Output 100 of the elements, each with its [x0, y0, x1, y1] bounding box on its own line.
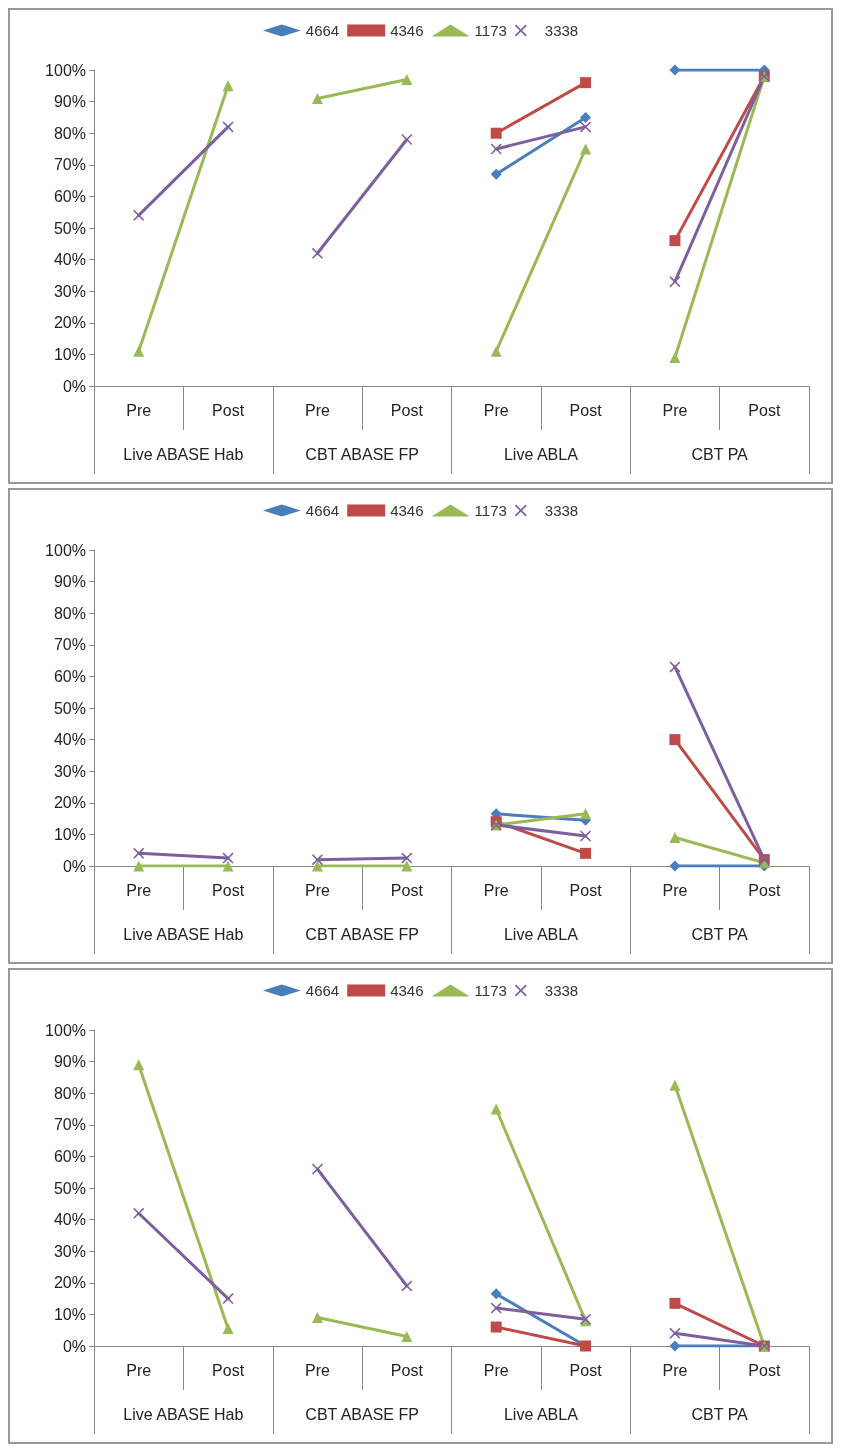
y-tick-label: 20% [53, 794, 86, 812]
x-tick-label: Post [212, 401, 245, 419]
x-tick-label: Pre [662, 401, 688, 419]
x-tick-label: Pre [483, 1361, 509, 1379]
y-tick-label: 40% [53, 731, 86, 749]
point [669, 276, 681, 288]
text: Live ABLA [503, 1405, 579, 1423]
y-tick-label: 0% [62, 377, 86, 395]
point [490, 1321, 502, 1333]
y-tick-label: 60% [53, 1147, 86, 1165]
legend-label: 4346 [390, 22, 424, 39]
text: CBT ABASE FP [305, 1405, 419, 1423]
y-tick-label: 10% [53, 825, 86, 843]
point [669, 235, 681, 247]
y-tick-label: 60% [53, 187, 86, 205]
x-tick-label: Pre [126, 1361, 152, 1379]
legend-label: 4664 [305, 502, 340, 519]
y-tick-label: 20% [53, 314, 86, 332]
y-tick-label: 50% [53, 219, 86, 237]
point [133, 1059, 145, 1071]
text: CBT PA [691, 1405, 749, 1423]
y-tick-label: 50% [53, 699, 86, 717]
x-tick-label: Post [748, 1361, 781, 1379]
y-tick-label: 30% [53, 282, 86, 300]
text: Live ABASE Hab [123, 1405, 244, 1423]
point [669, 1327, 681, 1339]
y-tick-label: 0% [62, 1337, 86, 1355]
x-tick-label: Post [212, 881, 245, 899]
point [669, 1340, 681, 1352]
text: Live ABLA [503, 925, 579, 943]
y-tick-label: 100% [45, 1021, 86, 1039]
point [222, 1323, 234, 1335]
y-tick-label: 10% [53, 1305, 86, 1323]
point [401, 860, 413, 872]
y-tick-label: 100% [45, 541, 86, 559]
x-tick-label: Pre [662, 881, 688, 899]
y-tick-label: 20% [53, 1274, 86, 1292]
text: Live ABASE Hab [123, 445, 244, 463]
x-tick-label: Post [390, 1361, 424, 1379]
x-tick-label: Pre [304, 1361, 330, 1379]
y-tick-label: 40% [53, 251, 86, 269]
x-tick-label: Post [569, 401, 603, 419]
point [669, 832, 681, 844]
point [133, 847, 145, 859]
legend-label: 4664 [305, 22, 340, 39]
legend-label: 1173 [474, 22, 507, 39]
point [669, 734, 681, 746]
y-tick-label: 90% [53, 1053, 86, 1071]
text: Live ABASE Hab [123, 925, 244, 943]
y-tick-label: 90% [53, 573, 86, 591]
x-tick-label: Post [748, 881, 781, 899]
x-tick-label: Pre [483, 881, 509, 899]
legend-label: 4346 [390, 982, 424, 999]
y-tick-label: 50% [53, 1179, 86, 1197]
x-tick-label: Post [569, 881, 603, 899]
x-tick-label: Pre [126, 881, 152, 899]
y-tick-label: 30% [53, 1242, 86, 1260]
x-tick-label: Post [390, 401, 424, 419]
point [669, 352, 681, 364]
legend-label: 3338 [544, 502, 579, 519]
point [222, 860, 234, 872]
y-tick-label: 0% [62, 857, 86, 875]
text: Live ABLA [503, 445, 579, 463]
point [669, 1079, 681, 1091]
y-tick-label: 70% [53, 636, 86, 654]
y-tick-label: 100% [45, 61, 86, 79]
y-tick-label: 70% [53, 156, 86, 174]
point [133, 860, 145, 872]
x-tick-label: Pre [304, 401, 330, 419]
y-tick-label: 10% [53, 345, 86, 363]
legend-label: 3338 [544, 22, 579, 39]
legend-label: 1173 [474, 982, 507, 999]
y-tick-label: 30% [53, 762, 86, 780]
point [311, 860, 323, 872]
x-tick-label: Post [748, 401, 781, 419]
x-tick-label: Post [390, 881, 424, 899]
y-tick-label: 80% [53, 124, 86, 142]
x-tick-label: Pre [662, 1361, 688, 1379]
text: CBT ABASE FP [305, 445, 419, 463]
x-tick-label: Pre [126, 401, 152, 419]
x-tick-label: Pre [304, 881, 330, 899]
point [669, 1297, 681, 1309]
y-tick-label: 80% [53, 1084, 86, 1102]
y-tick-label: 70% [53, 1116, 86, 1134]
y-tick-label: 90% [53, 93, 86, 111]
legend-label: 1173 [474, 502, 507, 519]
x-tick-label: Post [569, 1361, 603, 1379]
text: CBT PA [691, 445, 749, 463]
y-tick-label: 80% [53, 604, 86, 622]
legend-label: 3338 [544, 982, 579, 999]
x-tick-label: Pre [483, 401, 509, 419]
y-tick-label: 40% [53, 1211, 86, 1229]
legend-label: 4664 [305, 982, 340, 999]
point [222, 852, 234, 864]
text: CBT PA [691, 925, 749, 943]
point [580, 808, 592, 820]
x-tick-label: Post [212, 1361, 245, 1379]
point [669, 860, 681, 872]
legend-label: 4346 [390, 502, 424, 519]
point [669, 64, 681, 76]
